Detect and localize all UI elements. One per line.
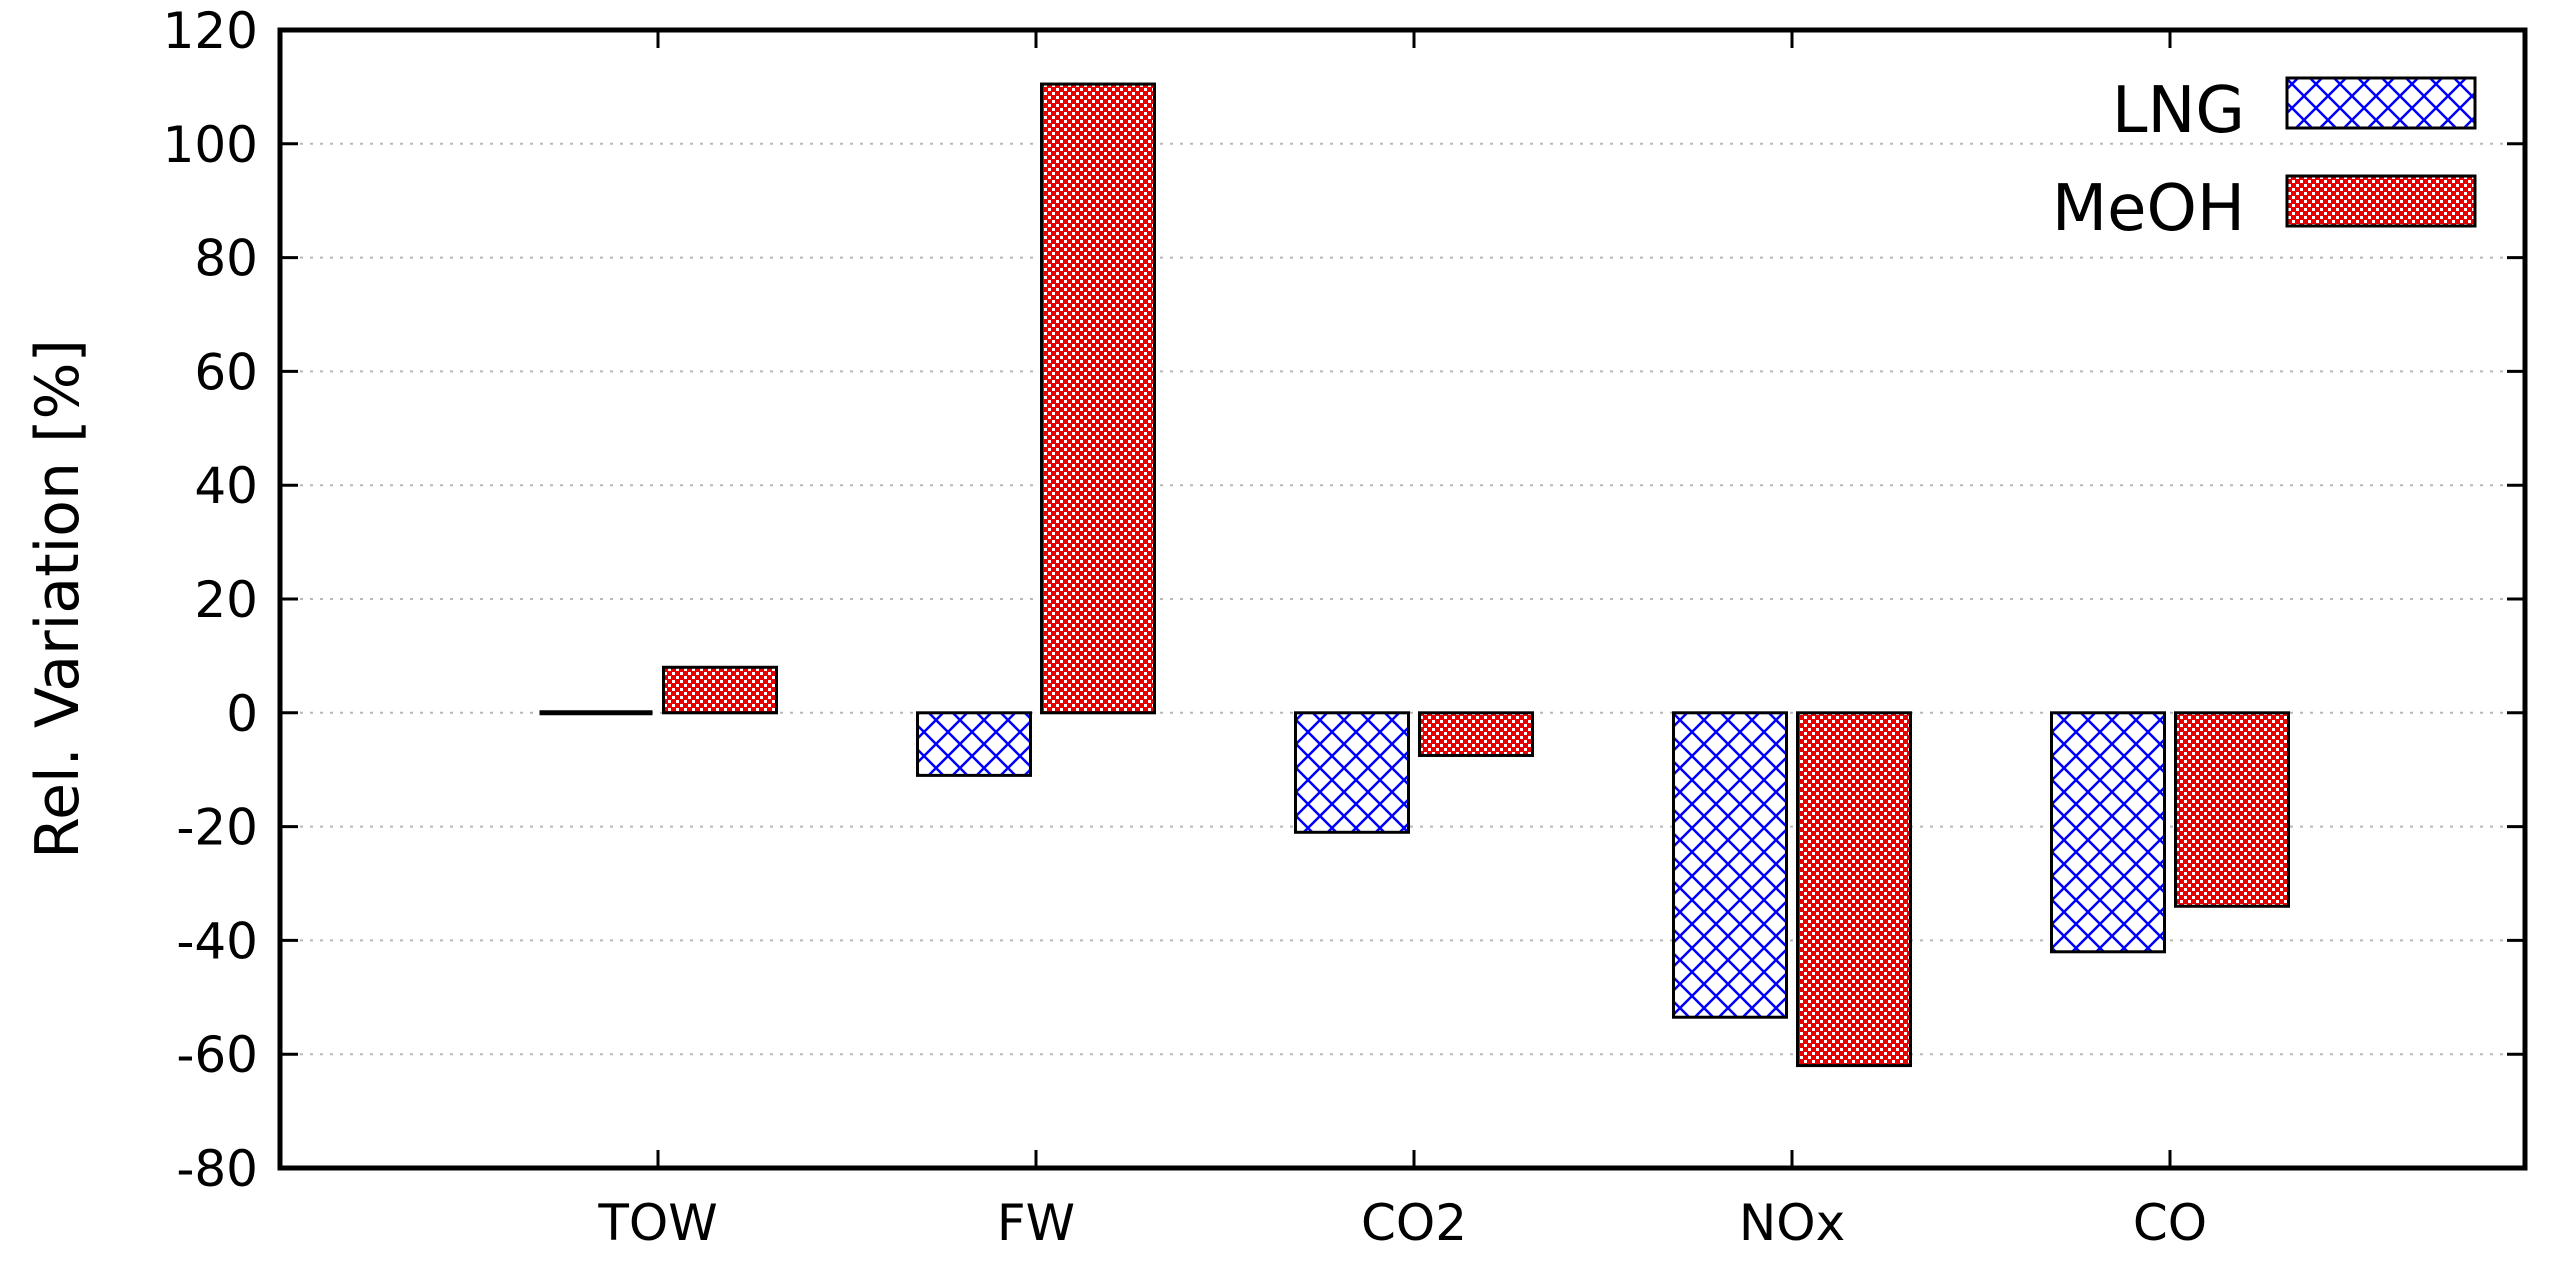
y-tick-label: 20 xyxy=(194,571,258,629)
y-tick-label: 80 xyxy=(194,230,258,288)
y-tick-label: -80 xyxy=(176,1140,258,1198)
bar-meoh-fw xyxy=(1040,82,1156,715)
y-tick-label: 120 xyxy=(163,2,258,60)
bar-lng-nox xyxy=(1672,711,1788,1019)
bars xyxy=(539,82,2290,1068)
y-axis-tick-labels: -80 -60 -40 -20 0 20 40 60 80 100 120 xyxy=(163,2,258,1198)
x-tick-label: CO xyxy=(2133,1194,2207,1252)
bar-meoh-co2 xyxy=(1418,711,1534,757)
bar-lng-fw xyxy=(916,711,1032,777)
x-tick-label: CO2 xyxy=(1361,1194,1467,1252)
legend-swatch-meoh xyxy=(2285,174,2477,228)
axis-ticks xyxy=(280,28,2525,1170)
y-tick-label: 40 xyxy=(194,457,258,515)
y-tick-label: -20 xyxy=(176,799,258,857)
bar-meoh-co xyxy=(2174,711,2290,908)
legend-swatch-lng xyxy=(2285,76,2477,130)
y-tick-label: -40 xyxy=(176,912,258,970)
x-axis-tick-labels: TOW FW CO2 NOx CO xyxy=(597,1194,2207,1252)
y-tick-label: 0 xyxy=(226,685,258,743)
bar-meoh-nox xyxy=(1796,711,1912,1068)
y-tick-label: 100 xyxy=(163,116,258,174)
x-tick-label: FW xyxy=(997,1194,1075,1252)
bar-lng-co2 xyxy=(1294,711,1410,834)
y-tick-label: 60 xyxy=(194,343,258,401)
legend-label-lng: LNG xyxy=(2112,74,2245,148)
x-tick-label: TOW xyxy=(597,1194,717,1252)
y-axis-title: Rel. Variation [%] xyxy=(23,339,93,859)
y-tick-label: -60 xyxy=(176,1026,258,1084)
grid-lines xyxy=(280,142,2525,1056)
legend-label-meoh: MeOH xyxy=(2052,172,2245,246)
x-tick-label: NOx xyxy=(1739,1194,1845,1252)
bar-meoh-tow xyxy=(662,665,778,715)
bar-lng-co xyxy=(2050,711,2166,954)
legend: LNG MeOH xyxy=(2052,74,2477,246)
